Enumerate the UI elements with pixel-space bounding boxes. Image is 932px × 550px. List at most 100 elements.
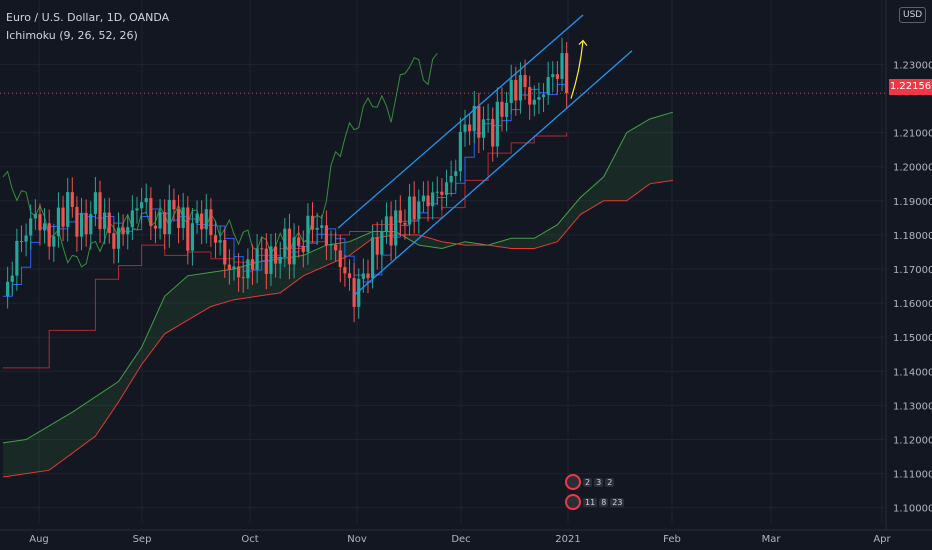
candle-body xyxy=(19,240,24,242)
time-tick-label: Nov xyxy=(347,534,367,545)
candle-body xyxy=(269,246,273,274)
indicator-label[interactable]: Ichimoku (9, 26, 52, 26) xyxy=(6,29,138,42)
arrow-head-icon xyxy=(578,39,588,46)
candle-body xyxy=(260,248,264,250)
candle-body xyxy=(176,209,181,228)
candle-body xyxy=(52,236,56,247)
event-count: 2 xyxy=(605,477,615,487)
candle-body xyxy=(181,207,185,228)
channel-upper-line xyxy=(337,14,584,229)
candle-body xyxy=(301,245,305,253)
candle-body xyxy=(70,192,74,207)
candle-body xyxy=(79,212,84,237)
candle-body xyxy=(84,212,88,235)
candle-body xyxy=(357,278,361,307)
candle-body xyxy=(514,79,518,101)
projection-arrow xyxy=(570,40,584,99)
candle-body xyxy=(352,278,356,307)
candle-body xyxy=(324,225,328,246)
trend-channel xyxy=(337,14,633,297)
ichimoku-lines xyxy=(2,53,568,369)
candle-body xyxy=(172,199,176,210)
candle-body xyxy=(431,192,435,207)
candle-body xyxy=(33,214,37,219)
candle-body xyxy=(93,192,97,215)
candle-body xyxy=(468,124,472,132)
candle-body xyxy=(417,201,421,220)
candle-body xyxy=(518,75,523,101)
currency-button[interactable]: USD xyxy=(899,7,927,23)
time-tick-label: Apr xyxy=(873,534,891,545)
candle-body xyxy=(481,119,486,138)
candle-body xyxy=(273,246,278,264)
candle-body xyxy=(500,101,504,117)
candle-body xyxy=(555,74,559,79)
candle-body xyxy=(560,53,564,79)
candle-body xyxy=(144,198,148,203)
candle-body xyxy=(66,192,70,227)
candle-body xyxy=(135,208,139,211)
price-tick-label: 1.18000 xyxy=(893,231,932,242)
time-tick-label: 2021 xyxy=(555,534,580,545)
price-tick-label: 1.13000 xyxy=(893,401,932,412)
candle-body xyxy=(449,175,453,183)
candle-body xyxy=(241,277,245,279)
candle-body xyxy=(112,233,116,249)
calendar-icon xyxy=(565,494,581,510)
candle-body xyxy=(29,218,33,236)
candle-body xyxy=(209,209,213,236)
candle-body xyxy=(315,227,319,230)
candle-body xyxy=(103,212,107,230)
event-count: 23 xyxy=(610,497,625,507)
candle-body xyxy=(246,259,250,279)
candle-body xyxy=(297,237,301,246)
event-count: 3 xyxy=(594,477,604,487)
price-tick-label: 1.15000 xyxy=(893,333,932,344)
event-badge-bottom[interactable]: 11 8 23 xyxy=(565,492,625,512)
candle-body xyxy=(537,97,541,100)
candle-body xyxy=(565,53,569,94)
candle-body xyxy=(421,195,426,202)
candle-body xyxy=(10,275,14,282)
price-tick-label: 1.23000 xyxy=(893,60,932,71)
time-tick-label: Mar xyxy=(762,534,782,545)
time-axis: Aug Sep Oct Nov Dec 2021 Feb Mar Apr xyxy=(29,534,891,545)
candle-body xyxy=(407,196,412,225)
candle-body xyxy=(486,118,490,120)
time-tick-label: Feb xyxy=(663,534,681,545)
candle-body xyxy=(42,223,47,231)
candle-body xyxy=(398,210,402,223)
time-tick-label: Sep xyxy=(133,534,152,545)
candle-body xyxy=(213,235,218,243)
ichimoku-cloud xyxy=(2,111,674,478)
candle-body xyxy=(384,216,389,232)
candle-body xyxy=(528,87,532,105)
event-badge-top[interactable]: 2 3 2 xyxy=(565,472,615,492)
candle-body xyxy=(232,266,236,270)
time-tick-label: Dec xyxy=(451,534,470,545)
candle-body xyxy=(47,223,51,247)
candle-body xyxy=(412,196,416,220)
candle-body xyxy=(218,240,222,243)
candle-body xyxy=(306,215,310,253)
candle-body xyxy=(237,266,241,278)
candle-body xyxy=(463,124,467,132)
symbol-title[interactable]: Euro / U.S. Dollar, 1D, OANDA xyxy=(6,11,170,24)
candle-body xyxy=(149,198,153,226)
candle-body xyxy=(394,210,398,246)
candle-body xyxy=(426,195,430,207)
candle-body xyxy=(287,228,292,265)
candle-body xyxy=(200,213,204,230)
candle-body xyxy=(116,227,121,249)
price-tick-label: 1.12000 xyxy=(893,435,932,446)
event-count: 8 xyxy=(599,497,609,507)
candle-body xyxy=(347,273,352,279)
candle-body xyxy=(227,264,231,270)
price-tick-label: 1.20000 xyxy=(893,163,932,174)
channel-lower-line xyxy=(352,50,633,297)
price-tick-label: 1.16000 xyxy=(893,299,932,310)
candle-body xyxy=(163,212,167,235)
price-tick-label: 1.10000 xyxy=(893,504,932,515)
candle-body xyxy=(380,231,384,255)
